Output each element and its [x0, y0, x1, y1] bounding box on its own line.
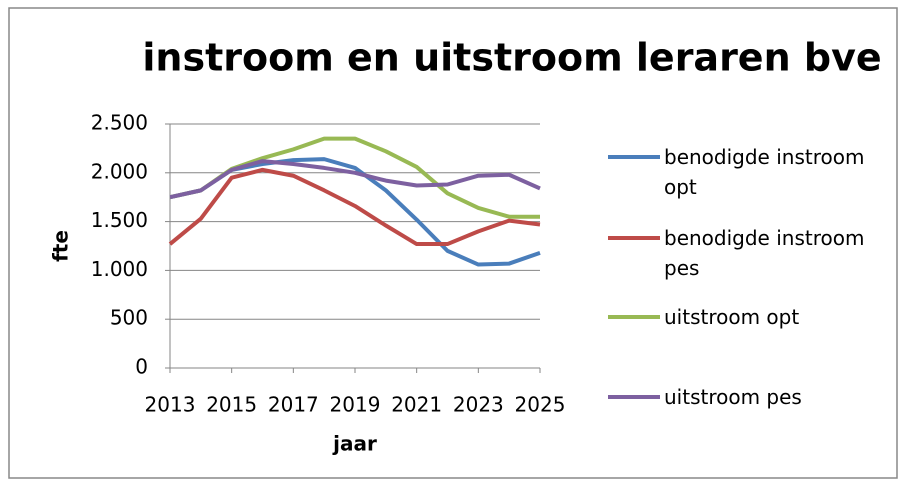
x-tick-label: 2025: [515, 393, 566, 417]
x-tick-label: 2013: [145, 393, 196, 417]
legend-label: benodigde instroom pes: [664, 226, 865, 280]
y-axis-label: fte: [49, 230, 73, 262]
x-tick-label: 2019: [330, 393, 381, 417]
x-tick-label: 2023: [453, 393, 504, 417]
chart-title: instroom en uitstroom leraren bve: [142, 36, 881, 80]
y-tick-label: 0: [135, 355, 148, 379]
x-axis-label: jaar: [332, 432, 377, 456]
series-line: [169, 159, 541, 200]
legend-label: benodigde instroom opt: [664, 145, 865, 199]
legend-label: uitstroom pes: [664, 385, 802, 409]
y-tick-label: 1.000: [91, 257, 148, 281]
y-tick-label: 2.500: [91, 111, 148, 135]
x-tick-label: 2017: [268, 393, 319, 417]
x-tick-label: 2021: [391, 393, 442, 417]
y-tick-label: 2.000: [91, 159, 148, 183]
y-tick-label: 1.500: [91, 208, 148, 232]
series-line: [168, 167, 541, 247]
y-tick-label: 500: [110, 306, 148, 330]
legend-label: uitstroom opt: [664, 305, 800, 329]
x-tick-label: 2015: [206, 393, 257, 417]
